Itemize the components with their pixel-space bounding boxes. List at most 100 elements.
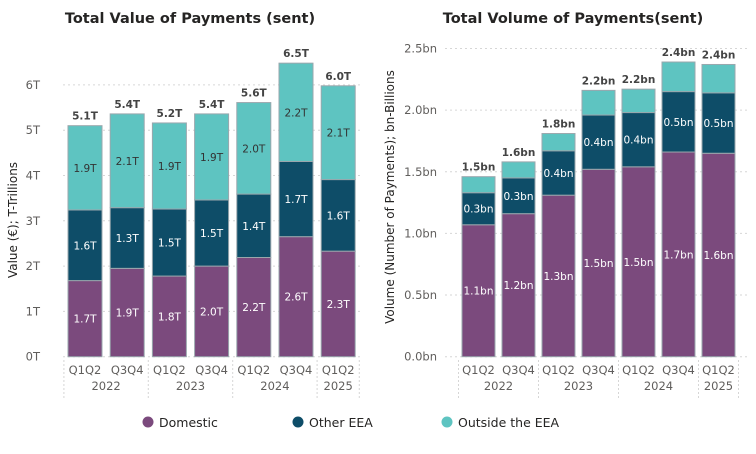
x-year-label: 2024 — [260, 379, 289, 393]
bar-segment-outside-the-eea — [461, 176, 496, 194]
total-data-label: 1.6bn — [502, 147, 536, 159]
bar-segment-domestic — [541, 194, 576, 358]
bar-segment-outside-the-eea — [501, 161, 536, 179]
total-data-label: 5.6T — [241, 88, 268, 100]
segment-data-label: 1.9T — [73, 163, 97, 175]
bar-segment-other-eea — [151, 208, 187, 277]
legend-label-outside-eea: Outside the EEA — [458, 415, 560, 430]
bar-segment-domestic — [320, 250, 356, 358]
total-data-label: 2.2bn — [582, 75, 616, 87]
bar-segment-domestic — [501, 213, 536, 358]
y-tick-label: 1.5bn — [404, 165, 437, 179]
segment-data-label: 1.5T — [200, 228, 224, 240]
y-tick-label: 2T — [26, 259, 41, 273]
segment-data-label: 2.0T — [200, 306, 224, 318]
x-tick-label: Q3Q4 — [582, 363, 615, 377]
x-tick-label: Q3Q4 — [662, 363, 695, 377]
volume-chart-y-axis-title: Volume (Number of Payments); bn-Billions — [383, 70, 397, 324]
legend-marker-domestic — [142, 416, 154, 428]
bar-segment-domestic — [621, 166, 656, 358]
bar-segment-outside-the-eea — [581, 89, 616, 116]
segment-data-label: 0.5bn — [703, 118, 733, 130]
x-year-label: 2025 — [324, 379, 353, 393]
legend-item-outside-eea[interactable]: Outside the EEA — [441, 415, 560, 430]
value-chart-y-axis-title: Value (€); T-Trillions — [6, 162, 20, 278]
segment-data-label: 1.5T — [158, 238, 182, 250]
bar-segment-domestic — [67, 280, 103, 358]
total-data-label: 2.4bn — [662, 47, 696, 59]
x-tick-label: Q1Q2 — [69, 363, 102, 377]
x-tick-label: Q1Q2 — [622, 363, 655, 377]
segment-data-label: 1.1bn — [463, 286, 493, 298]
segment-data-label: 0.4bn — [543, 168, 573, 180]
segment-data-label: 2.1T — [327, 128, 351, 140]
bar-segment-outside-the-eea — [661, 61, 696, 93]
total-data-label: 6.0T — [325, 71, 352, 83]
bar-segment-domestic — [194, 265, 230, 358]
segment-data-label: 0.5bn — [663, 117, 693, 129]
legend-item-other-eea[interactable]: Other EEA — [292, 415, 374, 430]
segment-data-label: 2.2T — [284, 107, 308, 119]
y-tick-label: 2.0bn — [404, 103, 437, 117]
segment-data-label: 1.9T — [116, 308, 140, 320]
segment-data-label: 1.6T — [327, 210, 351, 222]
bar-segment-other-eea — [661, 91, 696, 153]
total-data-label: 5.4T — [199, 99, 226, 111]
segment-data-label: 1.9T — [200, 152, 224, 164]
value-chart: Total Value of Payments (sent) Value (€)… — [6, 11, 360, 398]
x-tick-label: Q1Q2 — [322, 363, 355, 377]
x-tick-label: Q3Q4 — [195, 363, 228, 377]
x-tick-label: Q1Q2 — [542, 363, 575, 377]
value-chart-title: Total Value of Payments (sent) — [65, 11, 315, 27]
y-tick-label: 4T — [26, 169, 41, 183]
y-tick-label: 2.5bn — [404, 41, 437, 55]
y-tick-label: 5T — [26, 123, 41, 137]
bar-segment-outside-the-eea — [320, 85, 356, 181]
y-tick-label: 0.0bn — [404, 350, 437, 364]
x-tick-label: Q1Q2 — [237, 363, 270, 377]
bar-segment-domestic — [278, 236, 314, 358]
segment-data-label: 2.2T — [242, 302, 266, 314]
x-year-label: 2024 — [644, 379, 673, 393]
total-data-label: 5.1T — [72, 111, 99, 123]
segment-data-label: 0.3bn — [503, 191, 533, 203]
bar-segment-other-eea — [109, 207, 145, 269]
bar-segment-outside-the-eea — [236, 102, 272, 195]
legend-item-domestic[interactable]: Domestic — [142, 415, 219, 430]
x-year-label: 2023 — [564, 379, 593, 393]
x-year-label: 2023 — [176, 379, 205, 393]
x-year-label: 2025 — [704, 379, 733, 393]
segment-data-label: 2.0T — [242, 143, 266, 155]
y-tick-label: 1.0bn — [404, 226, 437, 240]
segment-data-label: 1.2bn — [503, 280, 533, 292]
segment-data-label: 1.7T — [73, 314, 97, 326]
bar-segment-other-eea — [67, 209, 103, 282]
segment-data-label: 1.9T — [158, 161, 182, 173]
segment-data-label: 1.7T — [284, 194, 308, 206]
legend-label-domestic: Domestic — [159, 415, 218, 430]
x-year-label: 2022 — [484, 379, 513, 393]
x-tick-label: Q1Q2 — [153, 363, 186, 377]
segment-data-label: 1.6bn — [703, 250, 733, 262]
segment-data-label: 1.7bn — [663, 249, 693, 261]
x-tick-label: Q1Q2 — [462, 363, 495, 377]
bar-segment-domestic — [109, 267, 145, 358]
total-data-label: 5.4T — [114, 99, 141, 111]
bar-segment-outside-the-eea — [541, 133, 576, 152]
y-tick-label: 0.5bn — [404, 288, 437, 302]
legend-label-other-eea: Other EEA — [309, 415, 373, 430]
segment-data-label: 1.6T — [73, 240, 97, 252]
x-year-label: 2022 — [91, 379, 120, 393]
bar-segment-domestic — [461, 224, 496, 358]
segment-data-label: 1.8T — [158, 311, 182, 323]
segment-data-label: 1.5bn — [583, 258, 613, 270]
bar-segment-domestic — [151, 275, 187, 358]
legend-marker-outside-eea — [441, 416, 453, 428]
volume-chart-title: Total Volume of Payments(sent) — [443, 11, 703, 27]
segment-data-label: 1.4T — [242, 221, 266, 233]
segment-data-label: 2.3T — [327, 299, 351, 311]
y-tick-label: 1T — [26, 304, 41, 318]
y-tick-label: 6T — [26, 78, 41, 92]
segment-data-label: 2.1T — [116, 156, 140, 168]
